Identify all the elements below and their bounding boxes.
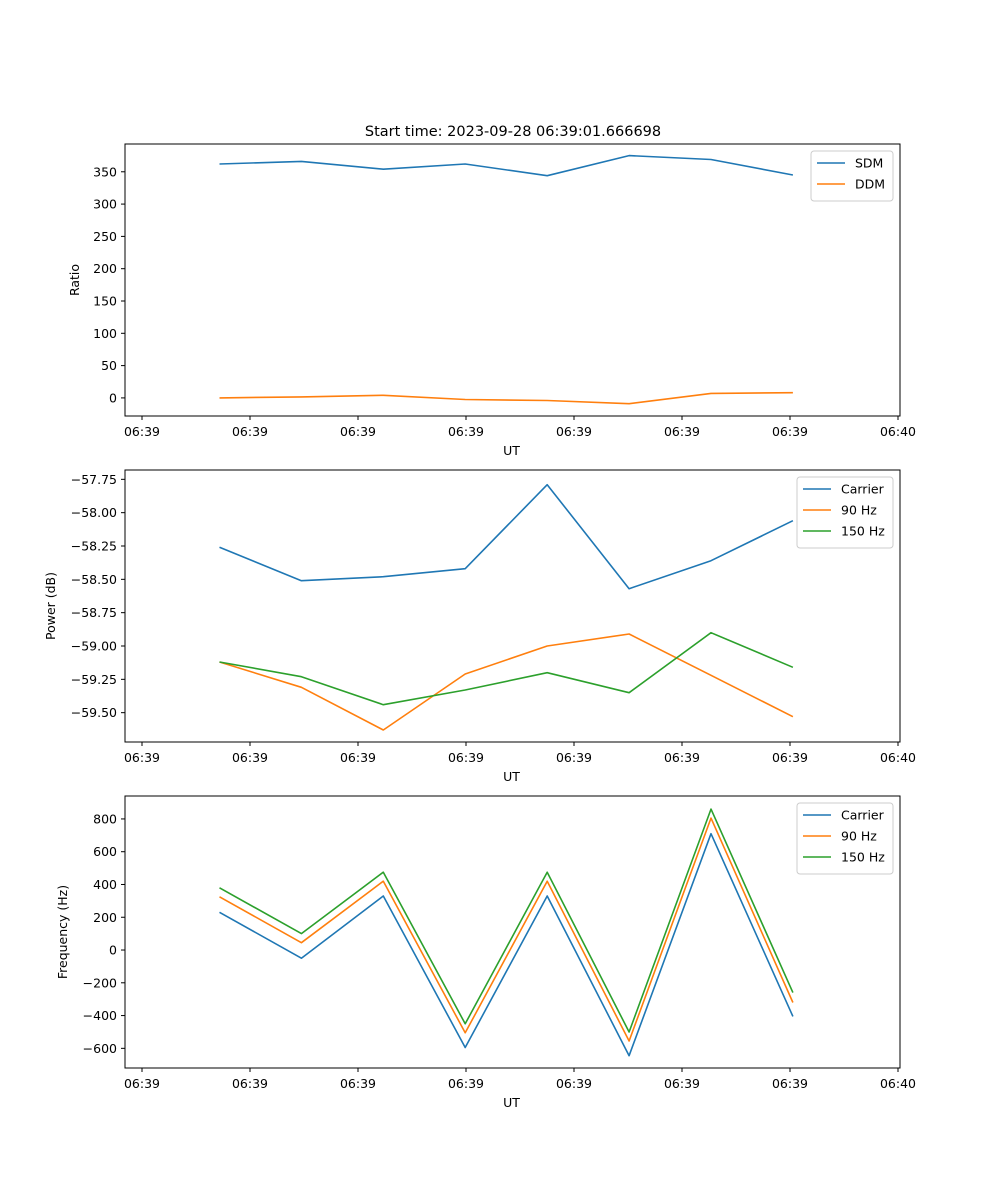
y-tick-label: −58.50 — [71, 572, 117, 587]
y-tick-label: −59.50 — [71, 705, 117, 720]
x-tick-label: 06:39 — [664, 1076, 700, 1091]
legend-label: 150 Hz — [841, 850, 885, 865]
axes-frame — [124, 469, 901, 743]
x-tick-label: 06:39 — [772, 1076, 808, 1091]
y-tick-label: −400 — [83, 1008, 117, 1023]
y-tick-label: 600 — [93, 844, 117, 859]
x-tick-label: 06:39 — [232, 1076, 268, 1091]
series-line-carrier — [219, 832, 794, 1057]
panel-frequency: 06:39 06:39 06:39 06:39 06:39 06:39 06:39 06:40… — [55, 795, 916, 1110]
x-tick-label: 06:39 — [772, 424, 808, 439]
series-line-ddm — [219, 391, 793, 405]
x-tick-label: 06:39 — [556, 1076, 592, 1091]
x-tick-label: 06:39 — [664, 750, 700, 765]
x-tick-label: 06:39 — [664, 424, 700, 439]
y-tick-label: −59.25 — [71, 672, 117, 687]
y-tick-label: −57.75 — [71, 472, 117, 487]
y-tick-label: 50 — [101, 358, 117, 373]
y-tick-label: −58.25 — [71, 539, 117, 554]
x-tick-label: 06:40 — [880, 424, 916, 439]
y-axis-label: Frequency (Hz) — [55, 885, 70, 979]
legend-label: Carrier — [841, 808, 885, 823]
x-tick-label: 06:39 — [340, 424, 376, 439]
x-tick-label: 06:39 — [124, 424, 160, 439]
x-tick-label: 06:39 — [340, 750, 376, 765]
y-tick-label: 200 — [93, 910, 117, 925]
x-tick-label: 06:39 — [448, 424, 484, 439]
y-tick-label: 800 — [93, 811, 117, 826]
y-tick-label: 100 — [93, 326, 117, 341]
y-tick-label: 300 — [93, 197, 117, 212]
y-tick-label: 400 — [93, 877, 117, 892]
y-axis-label: Ratio — [67, 264, 82, 296]
x-tick-label: 06:39 — [232, 750, 268, 765]
axes-frame — [124, 795, 901, 1069]
x-tick-label: 06:39 — [772, 750, 808, 765]
y-tick-label: 150 — [93, 293, 117, 308]
x-axis-label: UT — [503, 443, 520, 458]
legend-label: 90 Hz — [841, 503, 877, 518]
y-tick-label: −58.00 — [71, 505, 117, 520]
legend-label: 150 Hz — [841, 524, 885, 539]
series-line-150-hz — [219, 808, 794, 1033]
x-tick-label: 06:39 — [124, 1076, 160, 1091]
x-tick-label: 06:39 — [340, 1076, 376, 1091]
legend-label: Carrier — [841, 482, 885, 497]
panel-power: 06:39 06:39 06:39 06:39 06:39 06:39 06:39 06:40… — [43, 469, 916, 784]
series-line-90-hz — [219, 633, 794, 731]
x-tick-label: 06:40 — [880, 750, 916, 765]
y-axis-label: Power (dB) — [43, 572, 58, 640]
x-tick-label: 06:39 — [448, 750, 484, 765]
axes-frame — [124, 143, 901, 417]
y-tick-label: 200 — [93, 261, 117, 276]
x-tick-label: 06:39 — [124, 750, 160, 765]
x-tick-label: 06:39 — [448, 1076, 484, 1091]
x-tick-label: 06:40 — [880, 1076, 916, 1091]
y-tick-label: −59.00 — [71, 639, 117, 654]
panel-ratio: 06:39 06:39 06:39 06:39 06:39 06:39 06:39 06:40… — [67, 143, 916, 458]
x-tick-label: 06:39 — [556, 750, 592, 765]
y-tick-label: −58.75 — [71, 605, 117, 620]
series-line-150-hz — [219, 631, 794, 706]
y-tick-label: 0 — [109, 390, 117, 405]
x-axis-label: UT — [503, 1095, 520, 1110]
series-line-90-hz — [219, 817, 794, 1042]
legend-label: DDM — [855, 177, 885, 192]
x-tick-label: 06:39 — [556, 424, 592, 439]
y-tick-label: 350 — [93, 164, 117, 179]
x-tick-label: 06:39 — [232, 424, 268, 439]
y-tick-label: −200 — [83, 975, 117, 990]
y-tick-label: 250 — [93, 229, 117, 244]
y-tick-label: 0 — [109, 943, 117, 958]
legend-label: SDM — [855, 156, 883, 171]
series-line-carrier — [219, 483, 794, 590]
y-tick-label: −600 — [83, 1041, 117, 1056]
x-axis-label: UT — [503, 769, 520, 784]
figure-title: Start time: 2023-09-28 06:39:01.666698 — [365, 124, 661, 140]
series-line-sdm — [219, 154, 794, 177]
legend-label: 90 Hz — [841, 829, 877, 844]
